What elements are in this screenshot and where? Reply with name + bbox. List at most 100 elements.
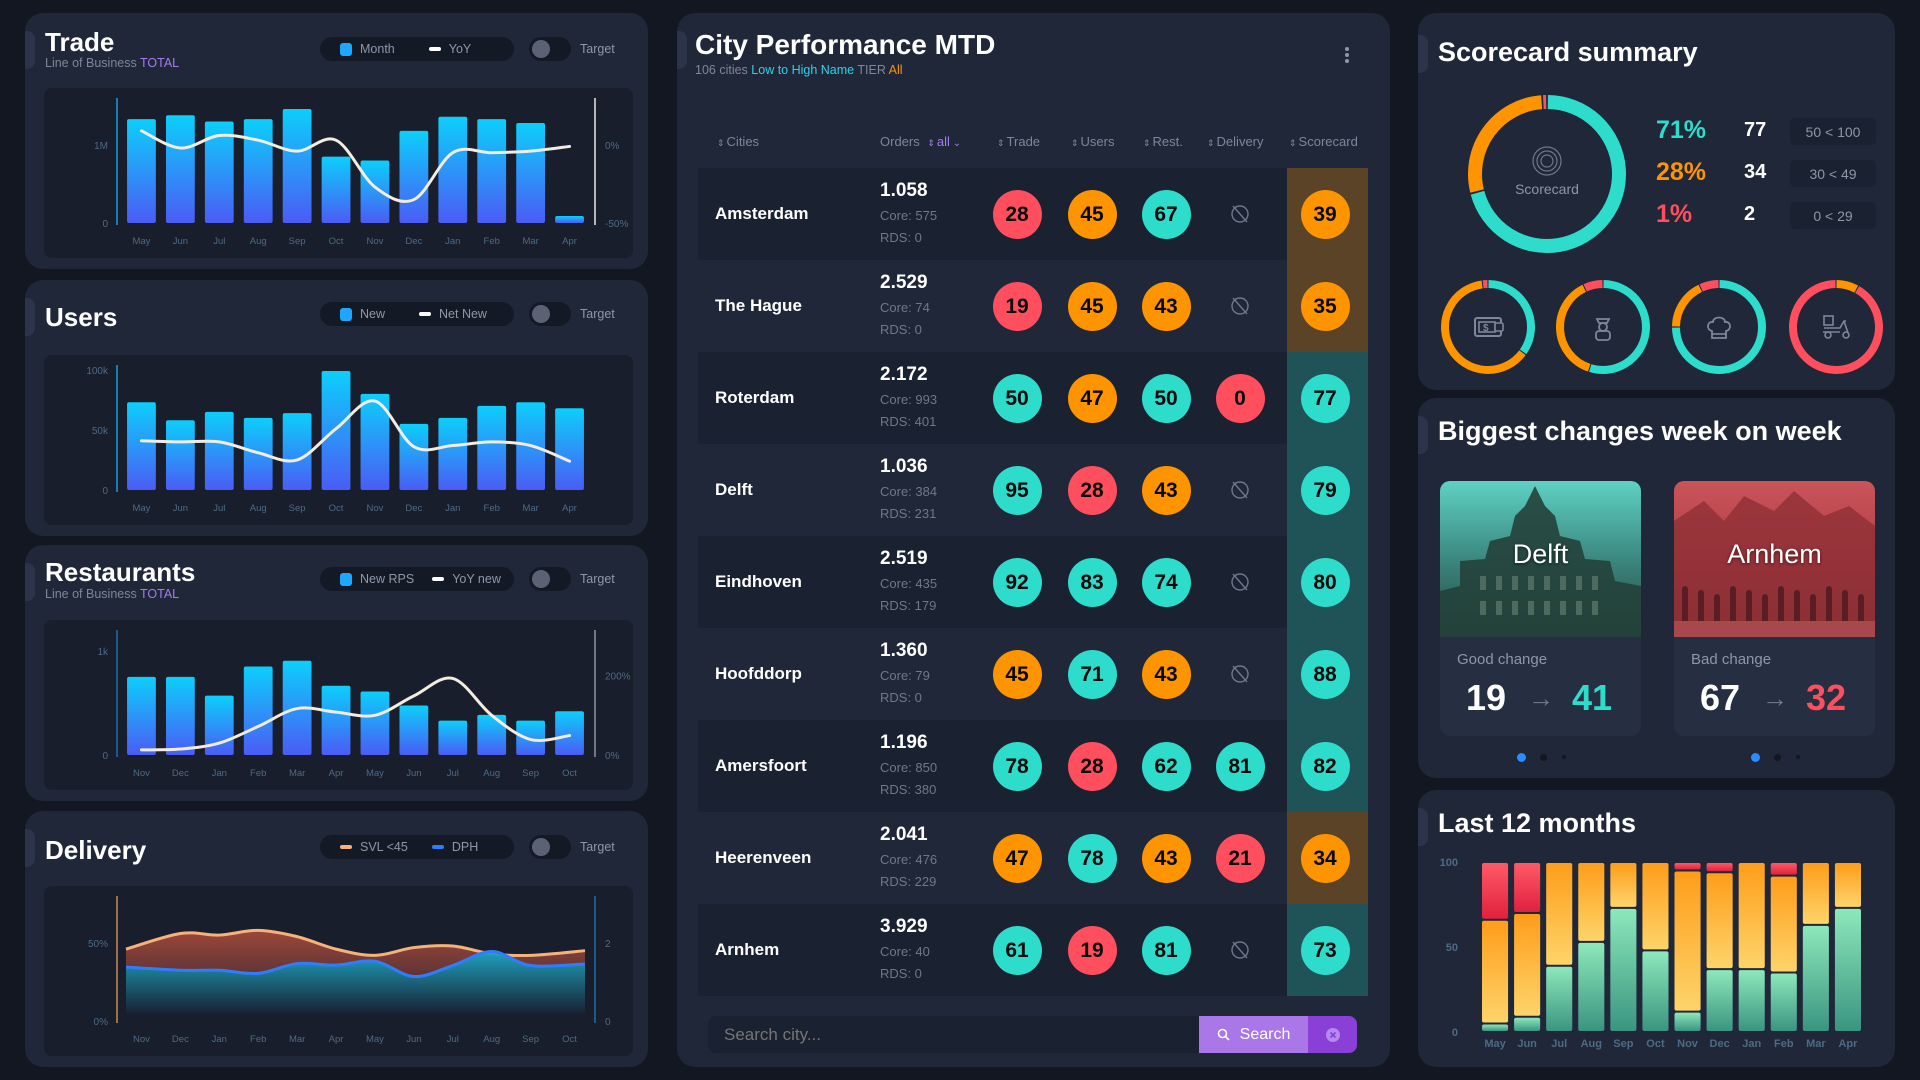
city-name[interactable]: The Hague — [715, 296, 802, 315]
x-tick-label: Apr — [329, 1034, 344, 1045]
stack-good-apr — [1834, 908, 1861, 1031]
category-donut[interactable]: $ — [1440, 279, 1536, 375]
carousel-dot[interactable] — [1750, 752, 1760, 762]
search-input[interactable] — [708, 1016, 1199, 1053]
tier-filter[interactable]: All — [888, 63, 903, 77]
category-donut[interactable] — [1671, 279, 1767, 375]
score-score-badge: 35 — [1300, 282, 1350, 331]
city-name[interactable]: Heerenveen — [715, 848, 812, 867]
legend-yoy-new[interactable]: YoY new — [452, 572, 501, 586]
carousel-dot[interactable] — [1516, 752, 1526, 762]
subtitle-value[interactable]: TOTAL — [139, 587, 180, 601]
carousel-dot[interactable] — [1773, 753, 1781, 761]
change-card-bad[interactable]: Arnhem Bad change 67 → 32 — [1674, 481, 1875, 736]
rest-score-badge: 43 — [1141, 282, 1191, 331]
city-name[interactable]: Hoofddorp — [715, 664, 802, 683]
city-photo — [1440, 481, 1641, 637]
target-toggle[interactable] — [529, 37, 571, 61]
bar-feb — [477, 119, 507, 223]
header-orders[interactable]: Orders ⇕ all ⌄ — [880, 134, 961, 149]
legend-yoy[interactable]: YoY — [448, 42, 472, 56]
table-row[interactable]: Amersfoort 1.196 Core: 850 RDS: 380 78 28 62 81… — [698, 720, 1368, 812]
core-value: Core: 575 — [880, 208, 938, 223]
city-name[interactable]: Amersfoort — [715, 756, 807, 775]
stack-bad-may — [1482, 863, 1509, 919]
users-title: Users — [45, 302, 118, 332]
x-tick-label: Mar — [289, 768, 305, 779]
city-name[interactable]: Arnhem — [715, 940, 780, 959]
rest-score-badge: 67 — [1141, 190, 1191, 239]
clear-search-button[interactable] — [1308, 1016, 1357, 1053]
header-trade[interactable]: ⇕ Trade — [997, 134, 1040, 149]
x-tick-label: Oct — [329, 236, 344, 247]
category-donut[interactable] — [1788, 279, 1884, 375]
table-row[interactable]: Amsterdam 1.058 Core: 575 RDS: 0 28 45 67 39 — [698, 168, 1368, 260]
x-tick-label: Oct — [562, 1034, 577, 1045]
legend-new[interactable]: New — [360, 307, 386, 321]
table-row[interactable]: Arnhem 3.929 Core: 40 RDS: 0 61 19 81 73 — [698, 904, 1368, 996]
table-row[interactable]: Hoofddorp 1.360 Core: 79 RDS: 0 45 71 43 88 — [698, 628, 1368, 720]
target-toggle[interactable] — [529, 302, 571, 326]
trade-chart: 0 1M -50% 0% May Jun Jul Aug Sep Oct Nov Dec Jan Feb M… — [44, 88, 633, 258]
y-tick-label: 1M — [94, 141, 108, 152]
header-delivery[interactable]: ⇕ Delivery — [1207, 134, 1264, 149]
score-score-badge: 77 — [1300, 374, 1350, 423]
city-count: 106 cities — [695, 63, 748, 77]
x-tick-label: Jun — [173, 236, 188, 247]
carousel-dot[interactable] — [1796, 755, 1800, 759]
header-rest[interactable]: ⇕ Rest. — [1143, 134, 1183, 149]
category-donut[interactable] — [1555, 279, 1651, 375]
rds-value: RDS: 401 — [880, 414, 937, 429]
bar-sep — [516, 720, 546, 755]
bar-feb — [243, 666, 273, 755]
table-row[interactable]: The Hague 2.529 Core: 74 RDS: 0 19 45 43 35 — [698, 260, 1368, 352]
table-row[interactable]: Roterdam 2.172 Core: 993 RDS: 401 50 47 50 0 77 — [698, 352, 1368, 444]
header-scorecard[interactable]: ⇕ Scorecard — [1289, 134, 1358, 149]
header-label: Users — [1080, 134, 1115, 149]
rds-value: RDS: 0 — [880, 966, 922, 981]
table-row[interactable]: Delft 1.036 Core: 384 RDS: 231 95 28 43 79 — [698, 444, 1368, 536]
more-options-icon[interactable] — [1343, 45, 1351, 65]
carousel-dot[interactable] — [1539, 753, 1547, 761]
city-name[interactable]: Eindhoven — [715, 572, 802, 591]
core-value: Core: 384 — [880, 484, 938, 499]
legend-dph-swatch — [431, 845, 444, 849]
trade-score-badge: 19 — [992, 282, 1042, 331]
carousel-dot[interactable] — [1562, 755, 1566, 759]
legend-new-rps[interactable]: New RPS — [360, 572, 415, 586]
target-toggle[interactable] — [529, 567, 571, 591]
target-toggle[interactable] — [529, 835, 571, 859]
rds-value: RDS: 0 — [880, 690, 922, 705]
city-name[interactable]: Roterdam — [715, 388, 795, 407]
city-name[interactable]: Delft — [715, 480, 753, 499]
delivery-score-badge: 0 — [1215, 374, 1265, 423]
close-icon — [1325, 1027, 1340, 1042]
header-cities[interactable]: ⇕ Cities — [717, 134, 759, 149]
category-donut-segment-good — [1589, 280, 1650, 374]
core-value: Core: 435 — [880, 576, 938, 591]
no-delivery-icon — [1231, 481, 1249, 499]
y2-tick-label: 2 — [605, 939, 611, 950]
legend-net-new[interactable]: Net New — [439, 307, 487, 321]
search-button[interactable]: Search — [1199, 1016, 1308, 1053]
city-name[interactable]: Amsterdam — [715, 204, 809, 223]
orders-filter-dropdown[interactable]: all — [936, 134, 950, 149]
sort-icon: ⇕ — [1143, 138, 1151, 148]
core-value: Core: 79 — [880, 668, 930, 683]
stack-mid-jun — [1514, 914, 1541, 1016]
legend-month[interactable]: Month — [360, 42, 395, 56]
rds-value: RDS: 229 — [880, 874, 937, 889]
no-delivery-icon — [1231, 941, 1249, 959]
header-label: Trade — [1006, 134, 1041, 149]
no-delivery-icon — [1231, 297, 1249, 315]
legend-dph[interactable]: DPH — [451, 840, 479, 854]
sort-filter[interactable]: Low to High Name — [751, 63, 855, 77]
subtitle-value[interactable]: TOTAL — [139, 56, 180, 70]
table-row[interactable]: Heerenveen 2.041 Core: 476 RDS: 229 47 78 43 21… — [698, 812, 1368, 904]
table-row[interactable]: Eindhoven 2.519 Core: 435 RDS: 179 92 83 74 80 — [698, 536, 1368, 628]
bar-aug — [477, 714, 507, 755]
header-users[interactable]: ⇕ Users — [1071, 134, 1115, 149]
change-card-good[interactable]: Delft Good change 19 → 41 — [1440, 481, 1641, 736]
legend-svl[interactable]: SVL <45 — [360, 840, 408, 854]
change-to: 41 — [1572, 677, 1613, 718]
